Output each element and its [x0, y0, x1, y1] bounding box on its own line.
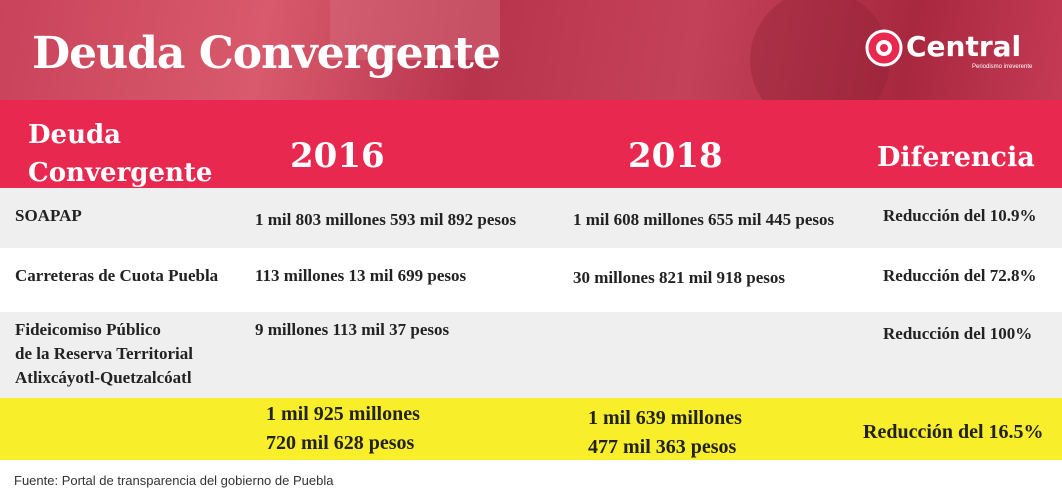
table-cell: Carreteras de Cuota Puebla	[15, 264, 218, 288]
table-cell: Reducción del 10.9%	[883, 204, 1036, 228]
table-cell: 1 mil 803 millones 593 mil 892 pesos	[255, 208, 516, 232]
cell-line: de la Reserva Territorial	[15, 344, 193, 363]
source: Fuente: Portal de transparencia del gobi…	[14, 473, 334, 488]
column-header: Diferencia	[877, 142, 1035, 173]
total-cell: 1 mil 639 millones 477 mil 363 pesos	[588, 404, 742, 462]
cell-line: 30 millones 821 mil 918 pesos	[573, 268, 786, 287]
cell-line: Carreteras de Cuota Puebla	[15, 266, 219, 285]
logo-name: Central	[906, 30, 1022, 63]
banner: Deuda Convergente Central Periodismo irr…	[0, 0, 1062, 100]
table-row: Carreteras de Cuota Puebla 113 millones 1…	[0, 248, 1062, 312]
total-cell: Reducción del 16.5%	[863, 418, 1044, 447]
header-line: Deuda	[28, 120, 122, 150]
table-cell: 1 mil 608 millones 655 mil 445 pesos	[573, 208, 834, 232]
cell-line: 1 mil 639 millones	[588, 407, 742, 429]
cell-line: Reducción del 100%	[883, 324, 1033, 343]
title: Deuda Convergente	[32, 28, 501, 79]
column-header: 2018	[628, 136, 723, 176]
table-cell: Reducción del 100%	[883, 322, 1032, 346]
cell-line: 720 mil 628 pesos	[266, 432, 415, 454]
table-cell: Fideicomiso Público de la Reserva Territo…	[15, 318, 193, 390]
table-cell: 9 millones 113 mil 37 pesos	[255, 318, 449, 342]
total-cell: 1 mil 925 millones 720 mil 628 pesos	[266, 400, 420, 458]
cell-line: 1 mil 925 millones	[266, 403, 420, 425]
cell-line: 9 millones 113 mil 37 pesos	[255, 320, 450, 339]
table-row: SOAPAP 1 mil 803 millones 593 mil 892 pes…	[0, 188, 1062, 248]
logo-tagline: Periodismo irreverente	[972, 64, 1033, 70]
cell-line: Atlixcáyotl-Quetzalcóatl	[15, 368, 192, 387]
table-cell: 30 millones 821 mil 918 pesos	[573, 266, 785, 290]
header-line: Convergente	[28, 158, 213, 188]
column-header: Deuda Convergente	[28, 116, 212, 192]
table-row: Fideicomiso Público de la Reserva Territo…	[0, 312, 1062, 398]
cell-line: Reducción del 72.8%	[883, 266, 1037, 285]
cell-line: 1 mil 803 millones 593 mil 892 pesos	[255, 210, 517, 229]
cell-line: Reducción del 10.9%	[883, 206, 1037, 225]
table-cell: 113 millones 13 mil 699 pesos	[255, 264, 466, 288]
table-cell: Reducción del 72.8%	[883, 264, 1036, 288]
column-header: 2016	[290, 136, 385, 176]
cell-line: SOAPAP	[15, 206, 82, 225]
table-cell: SOAPAP	[15, 204, 82, 228]
cell-line: 477 mil 363 pesos	[588, 436, 737, 458]
cell-line: Reducción del 16.5%	[863, 421, 1044, 443]
cell-line: 1 mil 608 millones 655 mil 445 pesos	[573, 210, 835, 229]
banner-art	[330, 0, 903, 100]
table-header: Deuda Convergente 2016 2018 Diferencia	[0, 100, 1062, 188]
cell-line: Fideicomiso Público	[15, 320, 161, 339]
total-row: 1 mil 925 millones 720 mil 628 pesos 1 mil…	[0, 398, 1062, 460]
cell-line: 113 millones 13 mil 699 pesos	[255, 266, 467, 285]
